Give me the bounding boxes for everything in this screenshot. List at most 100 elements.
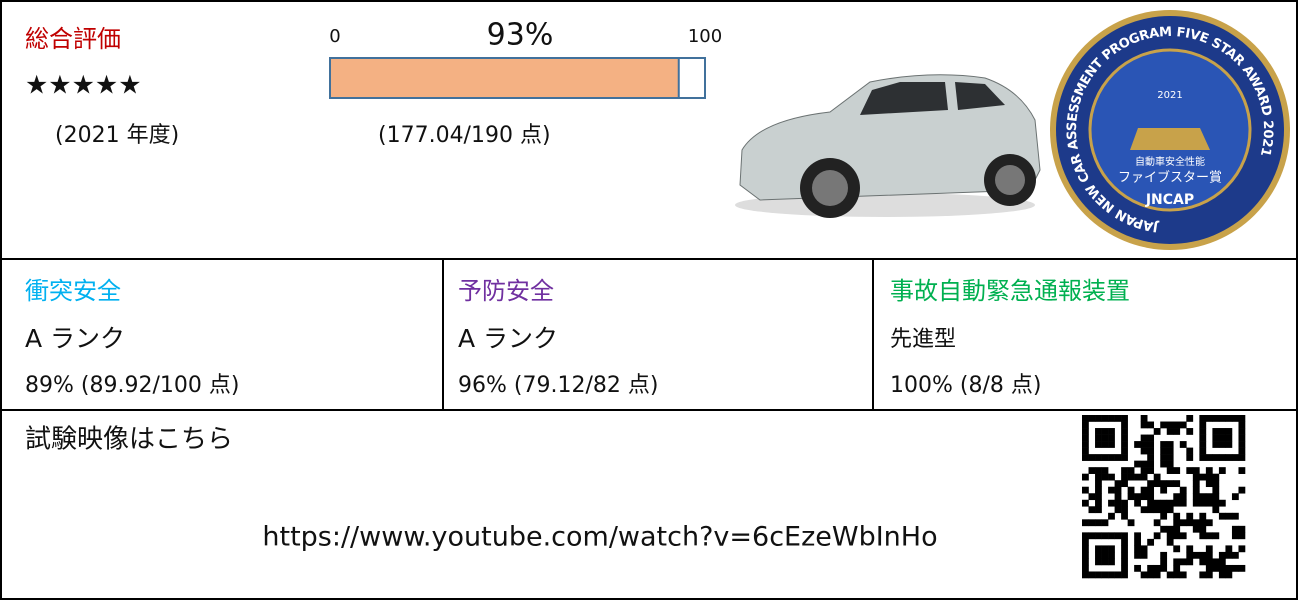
qr-module	[1232, 552, 1239, 559]
qr-module	[1199, 513, 1206, 520]
qr-module	[1173, 526, 1180, 533]
qr-module	[1102, 454, 1109, 461]
qr-module	[1186, 415, 1193, 422]
category-title: 衝突安全	[25, 277, 121, 305]
qr-module	[1108, 435, 1115, 442]
category-rank: 先進型	[890, 327, 956, 352]
qr-module	[1095, 467, 1102, 474]
qr-module	[1121, 558, 1128, 565]
qr-module	[1108, 513, 1115, 520]
qr-module	[1154, 500, 1161, 507]
qr-module	[1108, 454, 1115, 461]
qr-module	[1154, 428, 1161, 435]
qr-module	[1121, 506, 1128, 513]
year: (2021 年度)	[55, 123, 179, 148]
qr-module	[1173, 565, 1180, 572]
badge-brand: JNCAP	[1145, 192, 1194, 208]
qr-module	[1160, 506, 1167, 513]
qr-module	[1180, 571, 1187, 578]
qr-module	[1121, 532, 1128, 539]
qr-module	[1089, 506, 1096, 513]
overall-title: 総合評価	[25, 25, 121, 53]
qr-module	[1173, 532, 1180, 539]
qr-module	[1206, 480, 1213, 487]
qr-module	[1238, 422, 1245, 429]
qr-module	[1115, 487, 1122, 494]
qr-module	[1082, 441, 1089, 448]
qr-module	[1186, 513, 1193, 520]
qr-module	[1173, 500, 1180, 507]
qr-module	[1121, 565, 1128, 572]
qr-module	[1193, 519, 1200, 526]
qr-module	[1167, 422, 1174, 429]
qr-module	[1082, 539, 1089, 546]
category-title: 事故自動緊急通報装置	[890, 277, 1130, 305]
qr-module	[1199, 415, 1206, 422]
qr-module	[1212, 565, 1219, 572]
qr-module	[1219, 467, 1226, 474]
video-url[interactable]: https://www.youtube.com/watch?v=6cEzeWbI…	[262, 522, 937, 553]
qr-module	[1199, 474, 1206, 481]
category-score: 96% (79.12/82 点)	[458, 373, 658, 398]
qr-module	[1167, 441, 1174, 448]
qr-module	[1225, 513, 1232, 520]
qr-module	[1128, 519, 1135, 526]
qr-module	[1180, 558, 1187, 565]
qr-module	[1108, 532, 1115, 539]
qr-module	[1108, 441, 1115, 448]
qr-module	[1232, 415, 1239, 422]
qr-module	[1186, 454, 1193, 461]
qr-module	[1082, 571, 1089, 578]
qr-module	[1180, 500, 1187, 507]
qr-module	[1160, 500, 1167, 507]
qr-module	[1193, 474, 1200, 481]
qr-module	[1238, 565, 1245, 572]
qr-module	[1206, 571, 1213, 578]
qr-module	[1219, 552, 1226, 559]
qr-module	[1199, 558, 1206, 565]
qr-module	[1212, 506, 1219, 513]
stars: ★★★★★	[25, 71, 142, 101]
qr-module	[1219, 441, 1226, 448]
qr-module	[1186, 467, 1193, 474]
qr-module	[1180, 532, 1187, 539]
qr-module	[1134, 545, 1141, 552]
qr-module	[1141, 415, 1148, 422]
qr-module	[1082, 558, 1089, 565]
qr-module	[1167, 539, 1174, 546]
qr-module	[1206, 545, 1213, 552]
qr-module	[1095, 493, 1102, 500]
qr-module	[1141, 441, 1148, 448]
qr-module	[1160, 526, 1167, 533]
qr-module	[1095, 500, 1102, 507]
qr-module	[1225, 415, 1232, 422]
qr-module	[1108, 500, 1115, 507]
qr-module	[1167, 461, 1174, 468]
qr-module	[1147, 461, 1154, 468]
qr-module	[1089, 519, 1096, 526]
qr-module	[1095, 558, 1102, 565]
qr-module	[1154, 532, 1161, 539]
qr-module	[1167, 526, 1174, 533]
qr-module	[1147, 506, 1154, 513]
qr-module	[1199, 435, 1206, 442]
qr-module	[1095, 480, 1102, 487]
qr-module	[1141, 493, 1148, 500]
card: 総合評価 ★★★★★ (2021 年度) (177.04/190 点) 93% …	[0, 0, 1298, 600]
qr-module	[1160, 448, 1167, 455]
qr-module	[1199, 519, 1206, 526]
qr-module	[1141, 422, 1148, 429]
qr-module	[1167, 571, 1174, 578]
qr-module	[1167, 467, 1174, 474]
qr-module	[1232, 565, 1239, 572]
qr-module	[1095, 441, 1102, 448]
qr-module	[1082, 454, 1089, 461]
qr-module	[1206, 474, 1213, 481]
qr-module	[1134, 532, 1141, 539]
qr-module	[1219, 500, 1226, 507]
qr-module	[1108, 558, 1115, 565]
qr-module	[1121, 448, 1128, 455]
qr-module	[1212, 500, 1219, 507]
qr-module	[1095, 487, 1102, 494]
qr-module	[1219, 513, 1226, 520]
